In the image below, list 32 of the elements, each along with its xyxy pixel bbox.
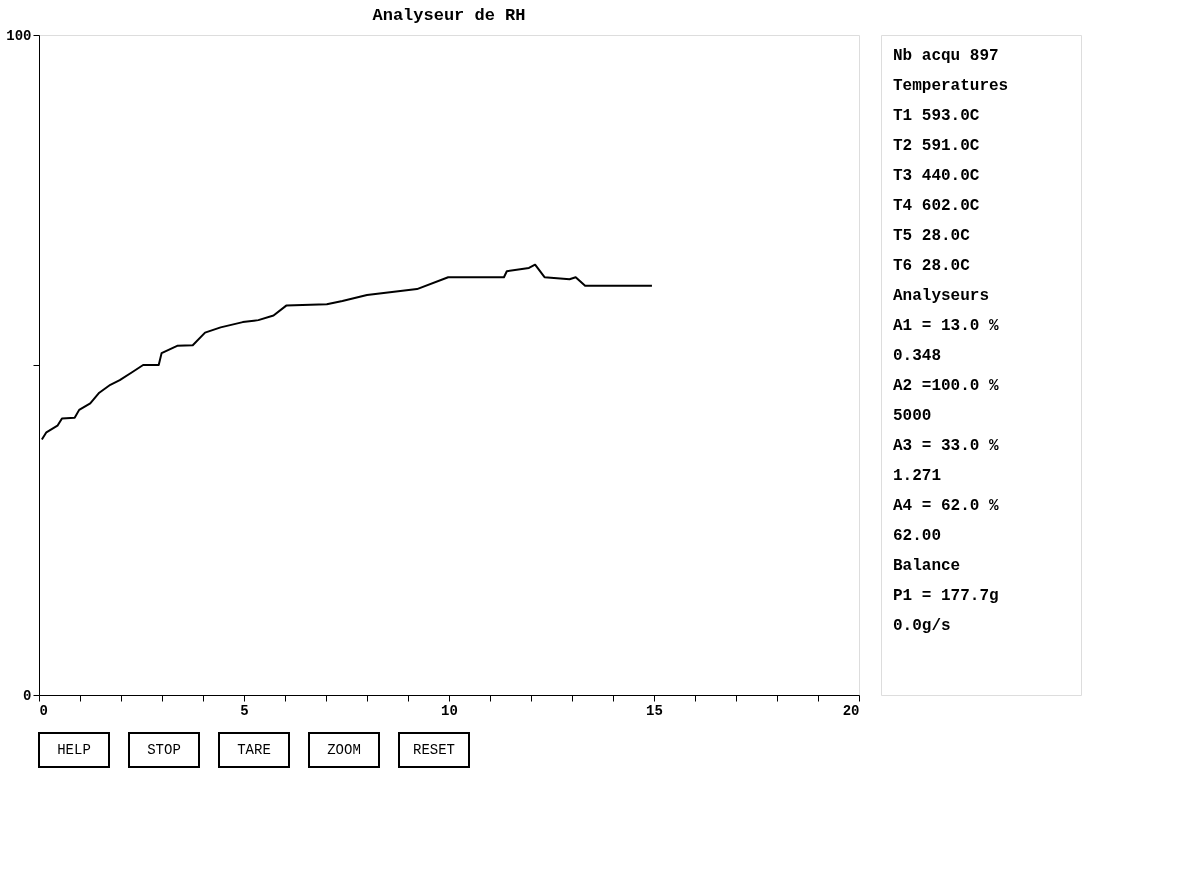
text: HELP [57,742,91,758]
text: Analyseurs [893,287,990,305]
text: ZOOM [327,742,361,758]
text: A2 =100.0 % [893,377,1000,395]
x-tick-label: 5 [240,702,249,719]
text: 1.271 [893,467,942,485]
x-tick-label: 10 [441,702,458,719]
text: Balance [893,557,961,575]
x-tick-label: 15 [646,702,663,719]
y-tick-label: 100 [6,27,32,44]
text: P1 = 177.7g [893,587,999,605]
text: 62.00 [893,527,942,545]
text: Temperatures [893,77,1009,95]
text: 0.0g/s [893,617,951,635]
text: A1 = 13.0 % [893,317,1000,335]
text: T4 602.0C [893,197,980,215]
text: T2 591.0C [893,137,980,155]
text: RESET [412,742,456,758]
text: T3 440.0C [893,167,980,185]
text: T5 28.0C [893,227,971,245]
text: T1 593.0C [893,107,980,125]
text: Nb acqu 897 [893,47,999,65]
text: 5000 [893,407,932,425]
x-tick-label: 0 [39,702,48,719]
text: A3 = 33.0 % [893,437,1000,455]
x-tick-label: 20 [842,702,860,719]
text: A4 = 62.0 % [893,497,1000,515]
text: 0.348 [893,347,942,365]
text: TARE [237,742,271,758]
text: STOP [147,742,181,758]
text: T6 28.0C [893,257,971,275]
chart-title: Analyseur de RH [372,6,526,25]
